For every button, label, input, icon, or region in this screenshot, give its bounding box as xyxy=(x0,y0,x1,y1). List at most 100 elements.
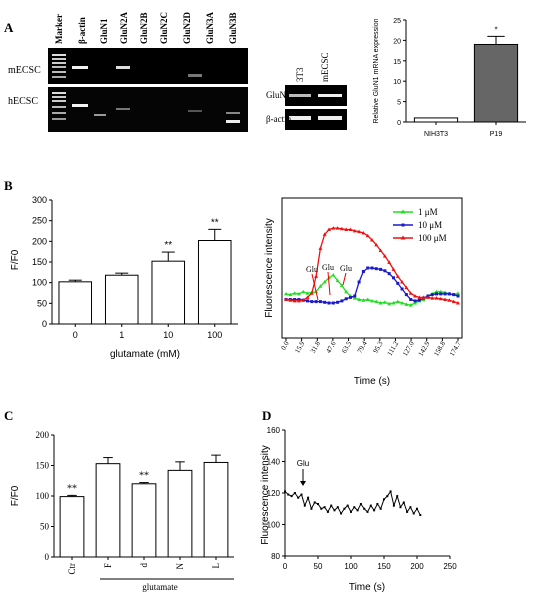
data-point xyxy=(404,293,408,297)
chart-ff0-glutamate: 0 50 100 150 200 250 300 0 1 10 ** 100 ** glutamate (… xyxy=(10,195,238,360)
x-tick-label: 142.9 xyxy=(417,340,432,358)
data-point xyxy=(417,295,422,299)
bar xyxy=(197,240,232,325)
data-point xyxy=(419,514,422,517)
y-tick-label: 50 xyxy=(40,522,50,532)
data-point xyxy=(318,246,323,250)
legend-label: 10 μM xyxy=(418,220,442,230)
y-axis-label: F/F0 xyxy=(10,249,21,270)
data-point xyxy=(310,507,313,510)
data-point xyxy=(430,293,434,297)
y-tick-label: 100 xyxy=(267,521,281,530)
gel-band xyxy=(52,100,66,102)
gel-band xyxy=(52,71,66,73)
y-tick-label: 15 xyxy=(393,59,401,66)
data-point xyxy=(327,301,331,305)
data-point xyxy=(330,504,333,507)
data-point xyxy=(389,490,392,493)
data-point xyxy=(361,298,366,302)
x-axis-label: Time (s) xyxy=(349,582,385,593)
gel-band xyxy=(72,104,88,107)
x-tick-label: 50 xyxy=(314,562,323,571)
data-point xyxy=(379,267,383,271)
data-point xyxy=(404,285,409,290)
data-point xyxy=(391,301,396,305)
data-point xyxy=(382,254,387,258)
gel-band xyxy=(52,112,66,114)
data-point xyxy=(366,266,370,270)
data-point xyxy=(331,226,336,230)
data-point xyxy=(288,292,293,297)
data-point xyxy=(421,295,426,299)
legend-label: 1 μM xyxy=(418,207,438,217)
data-point xyxy=(447,292,451,296)
x-axis-label: Time (s) xyxy=(354,376,390,387)
x-tick-label: 47.6 xyxy=(325,340,338,355)
data-point xyxy=(430,296,435,300)
data-point xyxy=(434,296,439,300)
data-point xyxy=(309,291,314,295)
y-tick-label: 140 xyxy=(267,458,281,467)
x-tick-label: 15.9 xyxy=(293,340,306,355)
data-point xyxy=(343,507,346,510)
y-tick-label: 300 xyxy=(32,195,47,205)
significance-marker: ** xyxy=(67,483,77,494)
x-tick-label: 158.8 xyxy=(432,340,447,358)
data-point xyxy=(456,294,460,298)
gel-band xyxy=(318,116,342,120)
y-tick-label: 0 xyxy=(397,120,401,127)
data-point xyxy=(395,274,400,278)
data-point xyxy=(292,291,297,295)
bar xyxy=(151,260,186,325)
data-point xyxy=(296,291,301,296)
data-point xyxy=(370,298,374,303)
data-point xyxy=(391,267,396,271)
data-point xyxy=(366,510,369,513)
bar xyxy=(473,43,519,123)
data-point xyxy=(387,260,392,264)
data-point xyxy=(307,496,310,499)
data-point xyxy=(335,226,340,230)
bar xyxy=(58,281,93,325)
data-point xyxy=(344,289,349,294)
gel-band xyxy=(52,96,66,98)
data-point xyxy=(353,294,357,298)
data-point xyxy=(353,506,356,509)
y-tick-label: 10 xyxy=(393,79,401,86)
x-tick-label: 31.8 xyxy=(309,340,322,355)
gel-band xyxy=(52,58,66,60)
x-tick-label: 174.7 xyxy=(448,340,463,358)
y-tick-label: 80 xyxy=(271,552,280,561)
glu-annotation: Glu xyxy=(297,459,309,468)
data-point xyxy=(350,510,352,513)
x-tick-label: NIH3T3 xyxy=(424,131,448,138)
x-tick-label: 127.0 xyxy=(401,340,416,358)
data-point xyxy=(451,299,456,304)
data-point xyxy=(339,226,344,231)
data-point xyxy=(322,280,327,284)
data-point xyxy=(396,281,400,285)
data-point xyxy=(443,292,447,296)
y-tick-label: 200 xyxy=(36,430,50,440)
data-point xyxy=(336,300,340,304)
data-point xyxy=(400,301,405,305)
data-point xyxy=(344,297,348,301)
data-point xyxy=(335,278,340,283)
data-point xyxy=(357,297,362,301)
data-point xyxy=(409,506,412,509)
y-axis-label: F/F0 xyxy=(10,485,21,506)
data-point xyxy=(305,291,310,295)
data-point xyxy=(399,506,402,509)
gel-image xyxy=(48,48,347,132)
data-point xyxy=(361,270,365,273)
data-point xyxy=(322,232,327,236)
data-point xyxy=(392,276,395,280)
y-tick-label: 100 xyxy=(36,491,50,501)
data-point xyxy=(369,504,372,507)
series-line xyxy=(284,490,421,516)
x-tick-label: 0.0 xyxy=(279,340,291,352)
data-point xyxy=(352,296,357,300)
gel-band xyxy=(52,76,66,78)
